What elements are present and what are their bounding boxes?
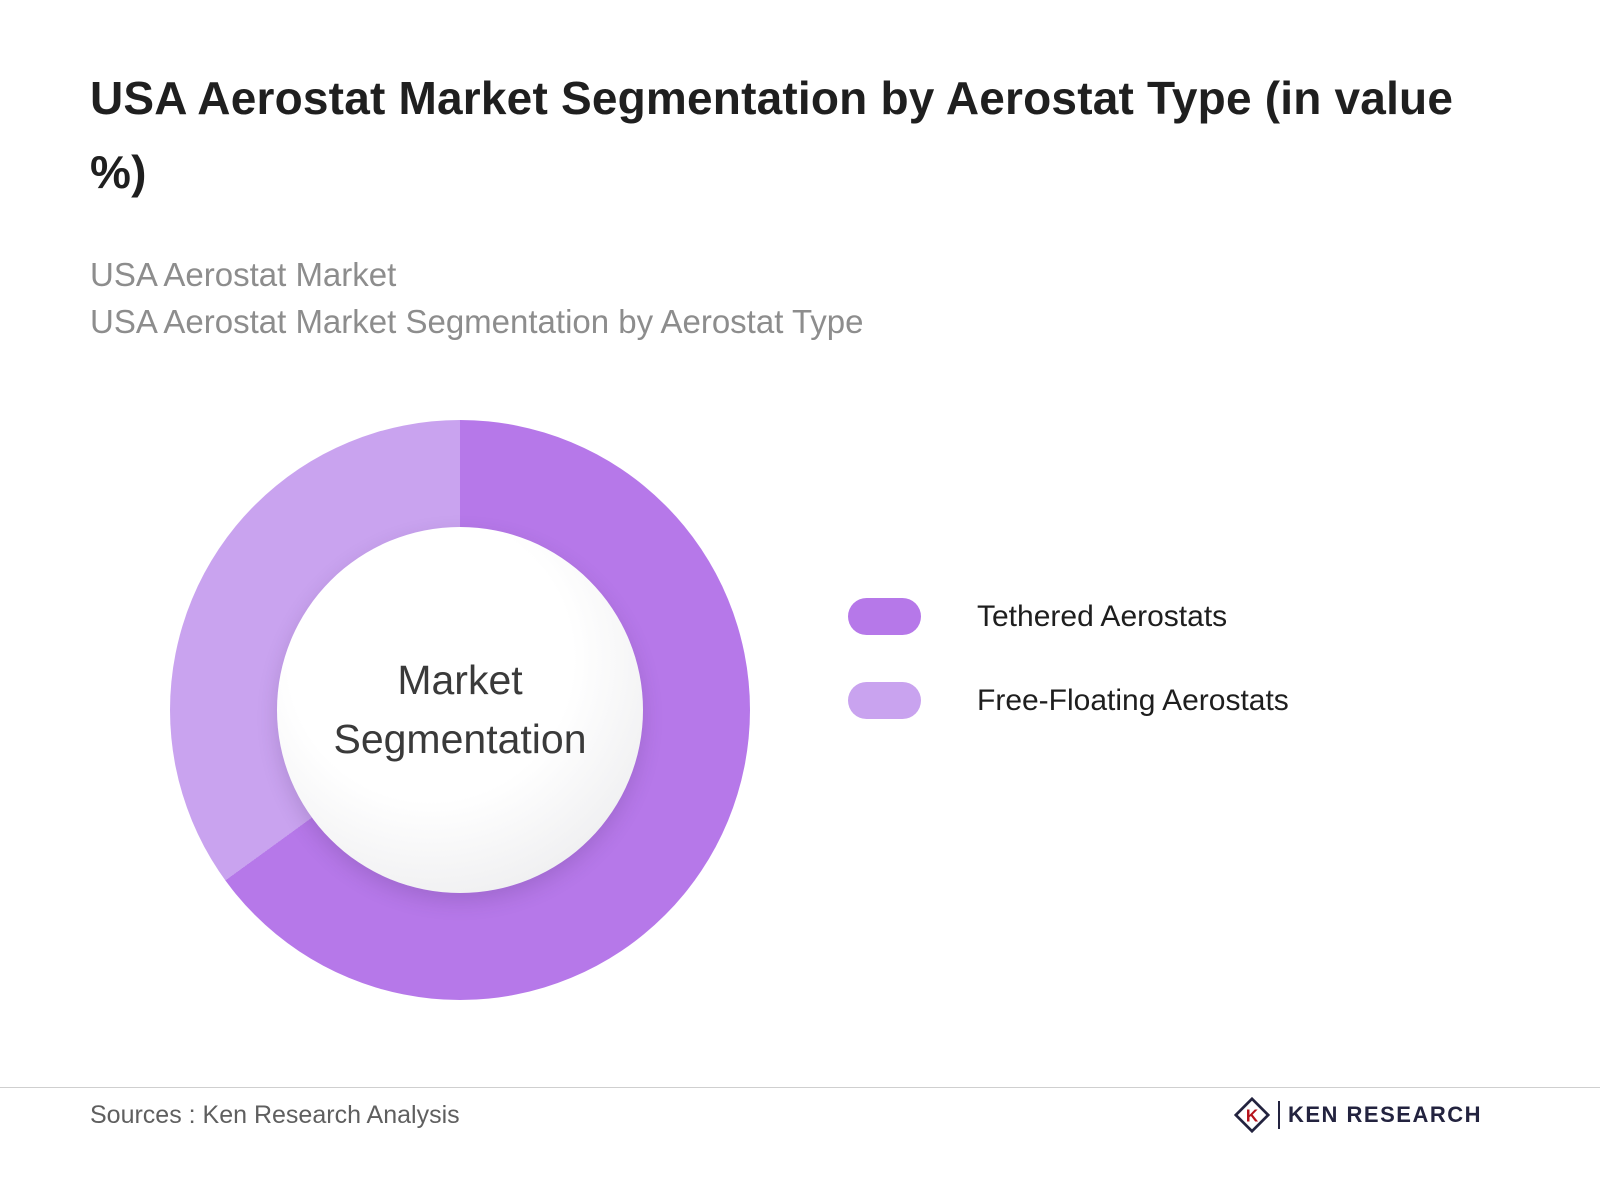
ken-research-diamond-icon: K	[1233, 1097, 1270, 1133]
subtitle-line-2: USA Aerostat Market Segmentation by Aero…	[90, 302, 864, 340]
ken-research-logo: K KEN RESEARCH	[1233, 1097, 1482, 1133]
logo-text: KEN RESEARCH	[1287, 1102, 1482, 1127]
chart-legend: Tethered Aerostats Free-Floating Aerosta…	[848, 598, 1289, 719]
donut-chart: Market Segmentation	[170, 420, 750, 1000]
source-text: Sources : Ken Research Analysis	[90, 1101, 460, 1129]
svg-text:K: K	[1246, 1106, 1259, 1125]
legend-swatch	[848, 598, 921, 635]
footer-divider	[0, 1087, 1600, 1088]
legend-item-tethered: Tethered Aerostats	[848, 598, 1289, 635]
legend-label: Free-Floating Aerostats	[977, 683, 1289, 717]
legend-label: Tethered Aerostats	[977, 599, 1228, 633]
subtitle-line-1: USA Aerostat Market	[90, 256, 397, 293]
legend-item-free-floating: Free-Floating Aerostats	[848, 682, 1289, 719]
chart-subtitles: USA Aerostat Market USA Aerostat Market …	[90, 252, 864, 346]
donut-center-label: Market Segmentation	[333, 656, 587, 762]
page-title: USA Aerostat Market Segmentation by Aero…	[90, 72, 1454, 198]
logo-separator	[1277, 1101, 1280, 1129]
donut-hole: Market Segmentation	[277, 527, 643, 893]
legend-swatch	[848, 682, 921, 719]
